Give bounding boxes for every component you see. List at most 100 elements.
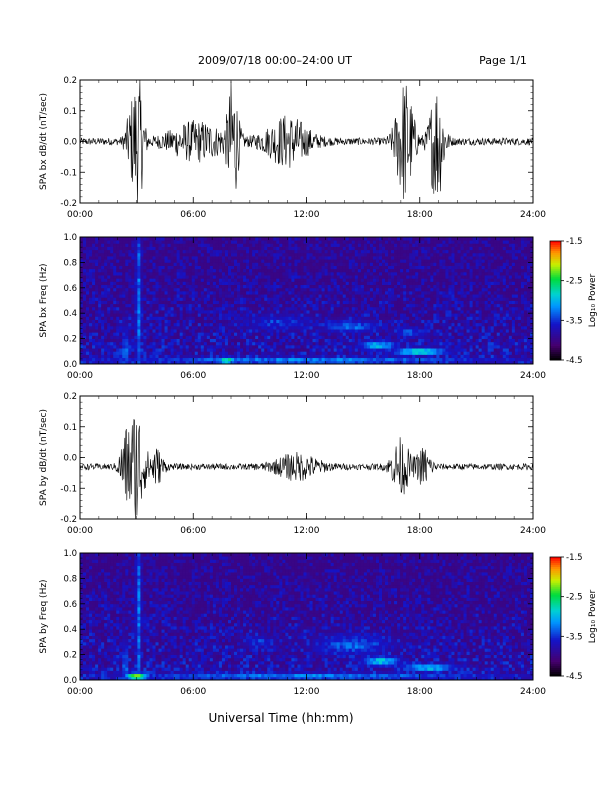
heatmap-cell bbox=[209, 259, 214, 263]
heatmap-cell bbox=[409, 284, 413, 289]
heatmap-cell bbox=[179, 262, 184, 266]
heatmap-cell bbox=[300, 310, 304, 314]
heatmap-cell bbox=[134, 237, 138, 241]
heatmap-cell bbox=[366, 341, 371, 346]
heatmap-cell bbox=[288, 348, 292, 352]
heatmap-cell bbox=[318, 303, 322, 308]
heatmap-cell bbox=[240, 240, 244, 244]
heatmap-cell bbox=[128, 319, 132, 324]
heatmap-cell bbox=[357, 297, 362, 301]
heatmap-cell bbox=[285, 243, 289, 247]
heatmap-cell bbox=[194, 287, 199, 292]
heatmap-cell bbox=[170, 278, 175, 282]
heatmap-cell bbox=[131, 240, 135, 244]
heatmap-cell bbox=[240, 243, 244, 247]
heatmap-cell bbox=[391, 265, 395, 270]
heatmap-cell bbox=[412, 237, 416, 241]
heatmap-cell bbox=[89, 303, 93, 308]
heatmap-cell bbox=[378, 275, 383, 279]
heatmap-cell bbox=[237, 325, 241, 330]
heatmap-cell bbox=[406, 290, 410, 295]
heatmap-cell bbox=[143, 348, 147, 352]
heatmap-cell bbox=[170, 271, 175, 276]
heatmap-cell bbox=[276, 252, 280, 257]
heatmap-cell bbox=[128, 316, 132, 320]
heatmap-cell bbox=[351, 338, 356, 343]
heatmap-cell bbox=[303, 287, 307, 292]
heatmap-cell bbox=[104, 268, 108, 273]
heatmap-cell bbox=[243, 329, 247, 333]
heatmap-cell bbox=[270, 237, 274, 241]
heatmap-cell bbox=[372, 240, 377, 244]
heatmap-cell bbox=[206, 249, 211, 254]
heatmap-cell bbox=[330, 271, 335, 276]
heatmap-cell bbox=[306, 316, 310, 320]
heatmap-cell bbox=[327, 329, 332, 333]
heatmap-cell bbox=[185, 262, 190, 266]
heatmap-cell bbox=[206, 348, 211, 352]
heatmap-cell bbox=[427, 243, 431, 247]
heatmap-cell bbox=[309, 357, 313, 362]
heatmap-cell bbox=[170, 306, 175, 311]
heatmap-cell bbox=[255, 284, 259, 289]
heatmap-cell bbox=[385, 316, 389, 320]
heatmap-cell bbox=[363, 275, 368, 279]
heatmap-cell bbox=[164, 322, 168, 327]
heatmap-cell bbox=[282, 246, 286, 251]
heatmap-cell bbox=[318, 281, 322, 286]
heatmap-cell bbox=[188, 335, 193, 339]
heatmap-cell bbox=[194, 240, 199, 244]
heatmap-cell bbox=[146, 284, 150, 289]
heatmap-cell bbox=[122, 344, 126, 349]
heatmap-cell bbox=[424, 360, 428, 365]
heatmap-cell bbox=[224, 332, 229, 336]
heatmap-cell bbox=[237, 335, 241, 339]
heatmap-cell bbox=[252, 294, 256, 298]
heatmap-cell bbox=[312, 341, 316, 346]
heatmap-cell bbox=[321, 281, 326, 286]
heatmap-cell bbox=[146, 237, 150, 241]
heatmap-cell bbox=[116, 249, 120, 254]
heatmap-cell bbox=[194, 310, 199, 314]
heatmap-cell bbox=[176, 316, 181, 320]
heatmap-cell bbox=[176, 319, 181, 324]
heatmap-cell bbox=[324, 319, 329, 324]
heatmap-cell bbox=[406, 319, 410, 324]
heatmap-cell bbox=[267, 297, 271, 301]
heatmap-cell bbox=[312, 278, 316, 282]
heatmap-cell bbox=[134, 252, 138, 257]
heatmap-cell bbox=[324, 281, 329, 286]
heatmap-cell bbox=[224, 348, 229, 352]
heatmap-cell bbox=[140, 278, 144, 282]
heatmap-cell bbox=[442, 310, 446, 314]
heatmap-cell bbox=[107, 335, 111, 339]
heatmap-cell bbox=[231, 354, 235, 359]
heatmap-cell bbox=[342, 303, 347, 308]
heatmap-cell bbox=[176, 268, 181, 273]
heatmap-cell bbox=[164, 297, 168, 301]
heatmap-cell bbox=[200, 265, 205, 270]
heatmap-cell bbox=[149, 329, 153, 333]
heatmap-cell bbox=[321, 287, 326, 292]
heatmap-cell bbox=[134, 297, 138, 301]
heatmap-cell bbox=[375, 265, 380, 270]
heatmap-cell bbox=[197, 332, 202, 336]
heatmap-cell bbox=[137, 278, 141, 282]
heatmap-cell bbox=[288, 268, 292, 273]
heatmap-cell bbox=[255, 290, 259, 295]
heatmap-cell bbox=[288, 278, 292, 282]
heatmap-cell bbox=[400, 297, 404, 301]
heatmap-cell bbox=[372, 316, 377, 320]
heatmap-cell bbox=[285, 252, 289, 257]
heatmap-cell bbox=[388, 237, 392, 241]
heatmap-cell bbox=[182, 275, 187, 279]
heatmap-cell bbox=[421, 256, 425, 260]
heatmap-cell bbox=[206, 306, 211, 311]
heatmap-cell bbox=[276, 348, 280, 352]
heatmap-cell bbox=[430, 278, 434, 282]
heatmap-cell bbox=[240, 237, 244, 241]
heatmap-cell bbox=[188, 332, 193, 336]
heatmap-cell bbox=[418, 348, 422, 352]
heatmap-cell bbox=[267, 322, 271, 327]
heatmap-cell bbox=[224, 335, 229, 339]
